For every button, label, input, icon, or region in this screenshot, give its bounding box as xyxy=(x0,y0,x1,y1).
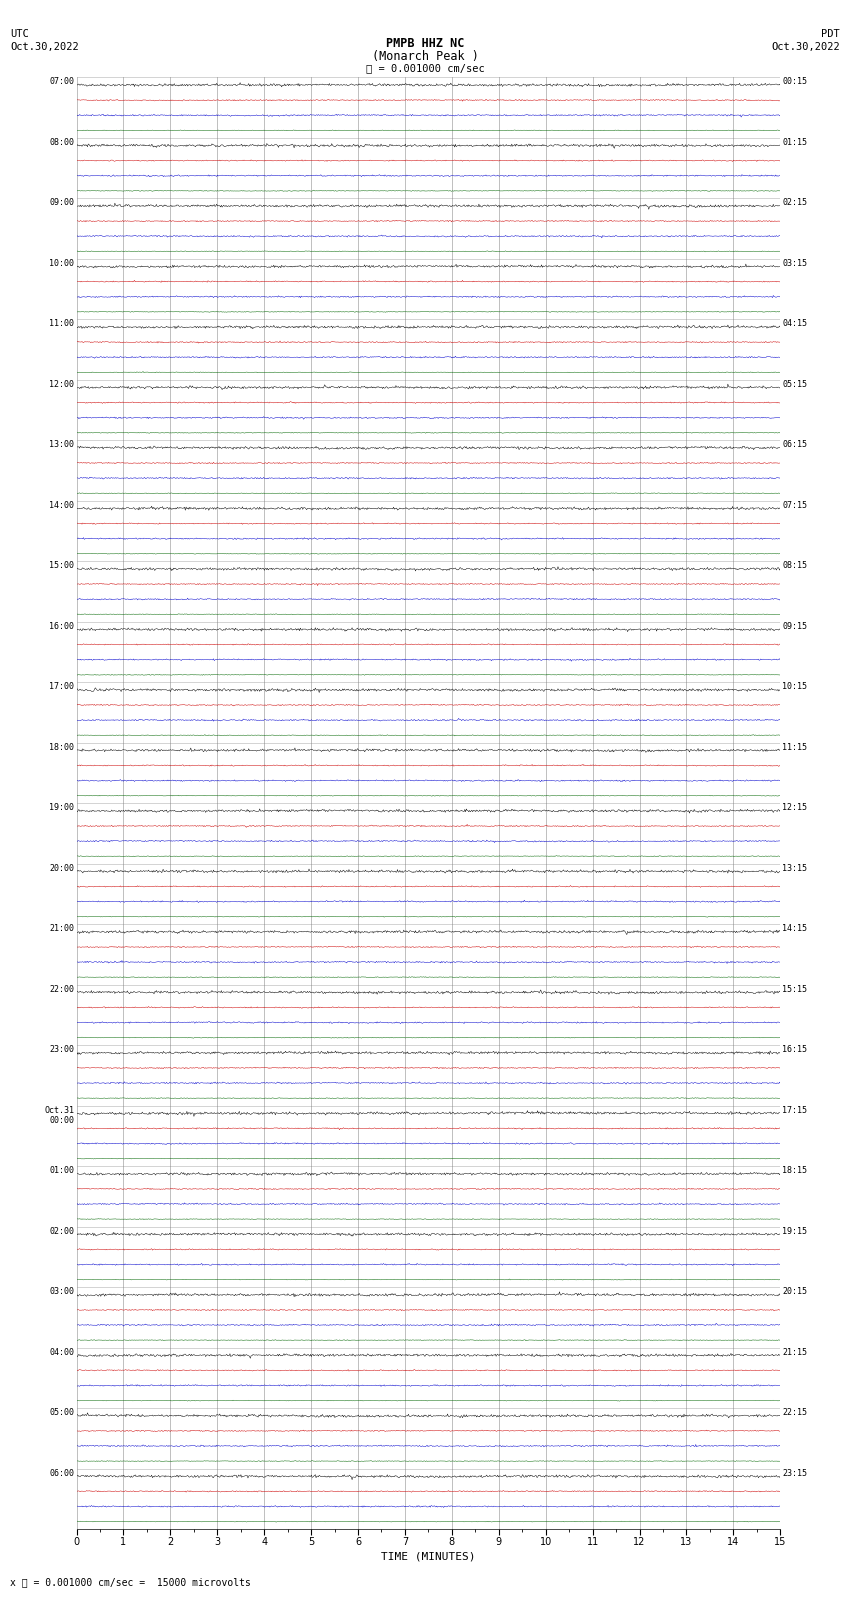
Text: 08:00: 08:00 xyxy=(49,139,75,147)
Text: 01:15: 01:15 xyxy=(782,139,807,147)
Text: 13:00: 13:00 xyxy=(49,440,75,450)
Text: 06:15: 06:15 xyxy=(782,440,807,450)
Text: 09:15: 09:15 xyxy=(782,623,807,631)
Text: 11:00: 11:00 xyxy=(49,319,75,329)
Text: 02:00: 02:00 xyxy=(49,1227,75,1236)
Text: 23:00: 23:00 xyxy=(49,1045,75,1055)
Text: 23:15: 23:15 xyxy=(782,1468,807,1478)
Text: PDT: PDT xyxy=(821,29,840,39)
Text: 01:00: 01:00 xyxy=(49,1166,75,1176)
Text: Oct.30,2022: Oct.30,2022 xyxy=(10,42,79,52)
Text: 12:15: 12:15 xyxy=(782,803,807,813)
Text: 17:00: 17:00 xyxy=(49,682,75,692)
Text: 02:15: 02:15 xyxy=(782,198,807,208)
Text: 03:00: 03:00 xyxy=(49,1287,75,1297)
Text: 14:00: 14:00 xyxy=(49,500,75,510)
Text: 18:15: 18:15 xyxy=(782,1166,807,1176)
Text: Oct.31
00:00: Oct.31 00:00 xyxy=(44,1107,75,1126)
Text: 05:15: 05:15 xyxy=(782,381,807,389)
Text: 03:15: 03:15 xyxy=(782,260,807,268)
Text: 10:00: 10:00 xyxy=(49,260,75,268)
Text: 07:00: 07:00 xyxy=(49,77,75,87)
Text: 19:15: 19:15 xyxy=(782,1227,807,1236)
Text: 21:00: 21:00 xyxy=(49,924,75,934)
Text: 21:15: 21:15 xyxy=(782,1348,807,1357)
Text: PMPB HHZ NC: PMPB HHZ NC xyxy=(386,37,464,50)
Text: (Monarch Peak ): (Monarch Peak ) xyxy=(371,50,479,63)
Text: Oct.30,2022: Oct.30,2022 xyxy=(771,42,840,52)
Text: 04:00: 04:00 xyxy=(49,1348,75,1357)
Text: 10:15: 10:15 xyxy=(782,682,807,692)
Text: 13:15: 13:15 xyxy=(782,865,807,873)
Text: 11:15: 11:15 xyxy=(782,742,807,752)
Text: 20:15: 20:15 xyxy=(782,1287,807,1297)
Text: 15:15: 15:15 xyxy=(782,984,807,994)
Text: 06:00: 06:00 xyxy=(49,1468,75,1478)
Text: 04:15: 04:15 xyxy=(782,319,807,329)
Text: 05:00: 05:00 xyxy=(49,1408,75,1418)
Text: x ⎸ = 0.001000 cm/sec =  15000 microvolts: x ⎸ = 0.001000 cm/sec = 15000 microvolts xyxy=(10,1578,251,1587)
Text: 12:00: 12:00 xyxy=(49,381,75,389)
Text: 22:00: 22:00 xyxy=(49,984,75,994)
Text: 08:15: 08:15 xyxy=(782,561,807,571)
Text: 07:15: 07:15 xyxy=(782,500,807,510)
Text: 20:00: 20:00 xyxy=(49,865,75,873)
Text: 14:15: 14:15 xyxy=(782,924,807,934)
X-axis label: TIME (MINUTES): TIME (MINUTES) xyxy=(381,1552,476,1561)
Text: 16:15: 16:15 xyxy=(782,1045,807,1055)
Text: 17:15: 17:15 xyxy=(782,1107,807,1115)
Text: 16:00: 16:00 xyxy=(49,623,75,631)
Text: 22:15: 22:15 xyxy=(782,1408,807,1418)
Text: 00:15: 00:15 xyxy=(782,77,807,87)
Text: 18:00: 18:00 xyxy=(49,742,75,752)
Text: 09:00: 09:00 xyxy=(49,198,75,208)
Text: ⎸ = 0.001000 cm/sec: ⎸ = 0.001000 cm/sec xyxy=(366,63,484,73)
Text: 15:00: 15:00 xyxy=(49,561,75,571)
Text: 19:00: 19:00 xyxy=(49,803,75,813)
Text: UTC: UTC xyxy=(10,29,29,39)
